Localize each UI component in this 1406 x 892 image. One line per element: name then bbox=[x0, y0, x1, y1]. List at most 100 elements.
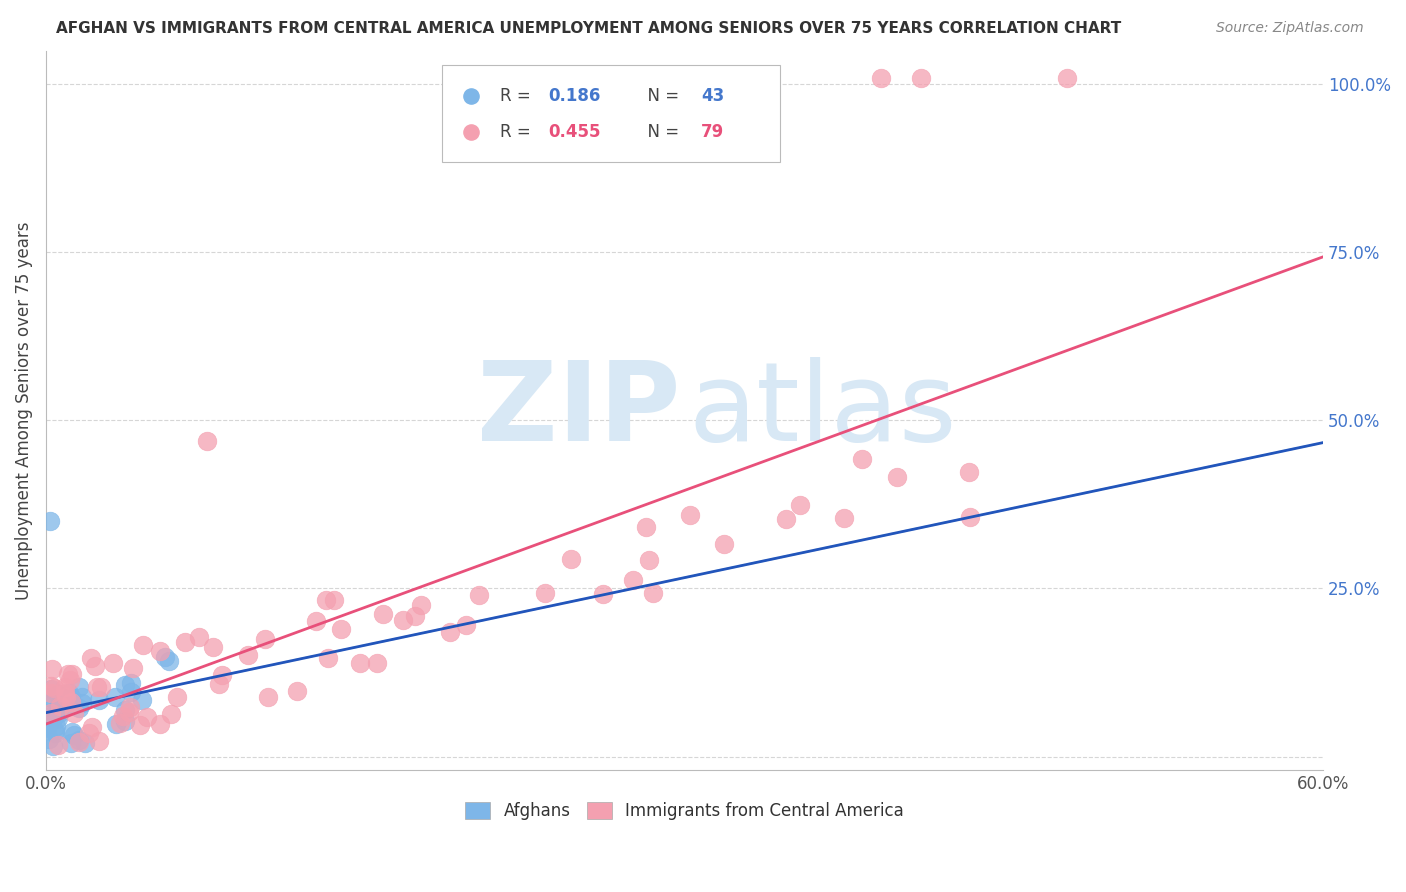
Point bbox=[959, 510, 981, 524]
Point bbox=[42, 691, 65, 706]
Point bbox=[208, 677, 231, 691]
Point bbox=[41, 662, 63, 676]
Point bbox=[84, 659, 107, 673]
Text: Source: ZipAtlas.com: Source: ZipAtlas.com bbox=[1216, 21, 1364, 35]
Point bbox=[404, 608, 426, 623]
Point bbox=[45, 718, 67, 732]
Point bbox=[59, 736, 82, 750]
Point bbox=[73, 736, 96, 750]
Point bbox=[108, 716, 131, 731]
Text: AFGHAN VS IMMIGRANTS FROM CENTRAL AMERICA UNEMPLOYMENT AMONG SENIORS OVER 75 YEA: AFGHAN VS IMMIGRANTS FROM CENTRAL AMERIC… bbox=[56, 21, 1122, 36]
Point bbox=[114, 703, 136, 717]
Point bbox=[236, 648, 259, 662]
Point bbox=[149, 716, 172, 731]
Point bbox=[39, 679, 62, 693]
Point bbox=[46, 687, 69, 701]
Point bbox=[38, 731, 60, 746]
Point bbox=[46, 700, 69, 714]
Point bbox=[187, 630, 209, 644]
Point bbox=[56, 666, 79, 681]
Point bbox=[42, 706, 65, 721]
Point bbox=[121, 661, 143, 675]
Point bbox=[129, 718, 152, 732]
Point bbox=[713, 537, 735, 551]
Point bbox=[55, 690, 77, 704]
Point bbox=[560, 552, 582, 566]
Point bbox=[592, 587, 614, 601]
Point bbox=[160, 707, 183, 722]
Point bbox=[202, 640, 225, 654]
Point bbox=[44, 710, 66, 724]
Point bbox=[87, 733, 110, 747]
Point bbox=[366, 657, 388, 671]
Point bbox=[48, 700, 70, 714]
Point bbox=[886, 470, 908, 484]
Point bbox=[371, 607, 394, 622]
Point bbox=[166, 690, 188, 705]
Point bbox=[316, 651, 339, 665]
Point bbox=[60, 695, 83, 709]
Point bbox=[48, 739, 70, 753]
Point bbox=[253, 632, 276, 646]
Point bbox=[59, 673, 82, 688]
Point bbox=[114, 678, 136, 692]
Point bbox=[315, 592, 337, 607]
Point bbox=[1056, 70, 1078, 85]
Point bbox=[957, 465, 980, 479]
Text: 0.186: 0.186 bbox=[548, 87, 600, 105]
Point bbox=[173, 634, 195, 648]
Legend: Afghans, Immigrants from Central America: Afghans, Immigrants from Central America bbox=[458, 795, 911, 826]
Text: ZIP: ZIP bbox=[478, 357, 681, 464]
Point bbox=[44, 726, 66, 740]
Point bbox=[114, 714, 136, 729]
Point bbox=[121, 685, 143, 699]
Text: N =: N = bbox=[637, 87, 685, 105]
Point bbox=[39, 514, 62, 528]
Text: 0.455: 0.455 bbox=[548, 123, 600, 141]
Point bbox=[285, 684, 308, 698]
Point bbox=[60, 666, 83, 681]
Point bbox=[58, 686, 80, 700]
Point bbox=[468, 588, 491, 602]
Point bbox=[323, 592, 346, 607]
Point bbox=[44, 723, 66, 738]
Point bbox=[439, 625, 461, 640]
Point bbox=[39, 685, 62, 699]
Point bbox=[79, 726, 101, 740]
Point bbox=[349, 657, 371, 671]
Text: atlas: atlas bbox=[689, 357, 957, 464]
Point bbox=[70, 690, 93, 704]
Text: R =: R = bbox=[499, 123, 536, 141]
Point bbox=[641, 586, 664, 600]
Point bbox=[789, 498, 811, 512]
Point bbox=[55, 698, 77, 712]
Point bbox=[409, 598, 432, 612]
Point bbox=[60, 690, 83, 705]
Text: N =: N = bbox=[637, 123, 685, 141]
Point bbox=[118, 705, 141, 719]
Point bbox=[63, 728, 86, 742]
Point bbox=[834, 510, 856, 524]
Point bbox=[44, 681, 66, 695]
Point bbox=[256, 690, 278, 704]
Point bbox=[744, 120, 766, 134]
Point bbox=[52, 702, 75, 716]
Point bbox=[132, 638, 155, 652]
Point bbox=[136, 710, 159, 724]
Point bbox=[149, 643, 172, 657]
Point bbox=[329, 622, 352, 636]
Point bbox=[679, 508, 702, 522]
Point bbox=[621, 573, 644, 587]
Point bbox=[48, 706, 70, 721]
Point bbox=[456, 618, 478, 632]
Point bbox=[70, 696, 93, 710]
Point bbox=[37, 722, 59, 736]
Point bbox=[41, 706, 63, 720]
Point bbox=[90, 680, 112, 694]
Point bbox=[41, 713, 63, 727]
Point bbox=[42, 706, 65, 721]
Point bbox=[120, 676, 142, 690]
Point bbox=[870, 70, 893, 85]
Text: R =: R = bbox=[499, 87, 536, 105]
Point bbox=[638, 553, 661, 567]
